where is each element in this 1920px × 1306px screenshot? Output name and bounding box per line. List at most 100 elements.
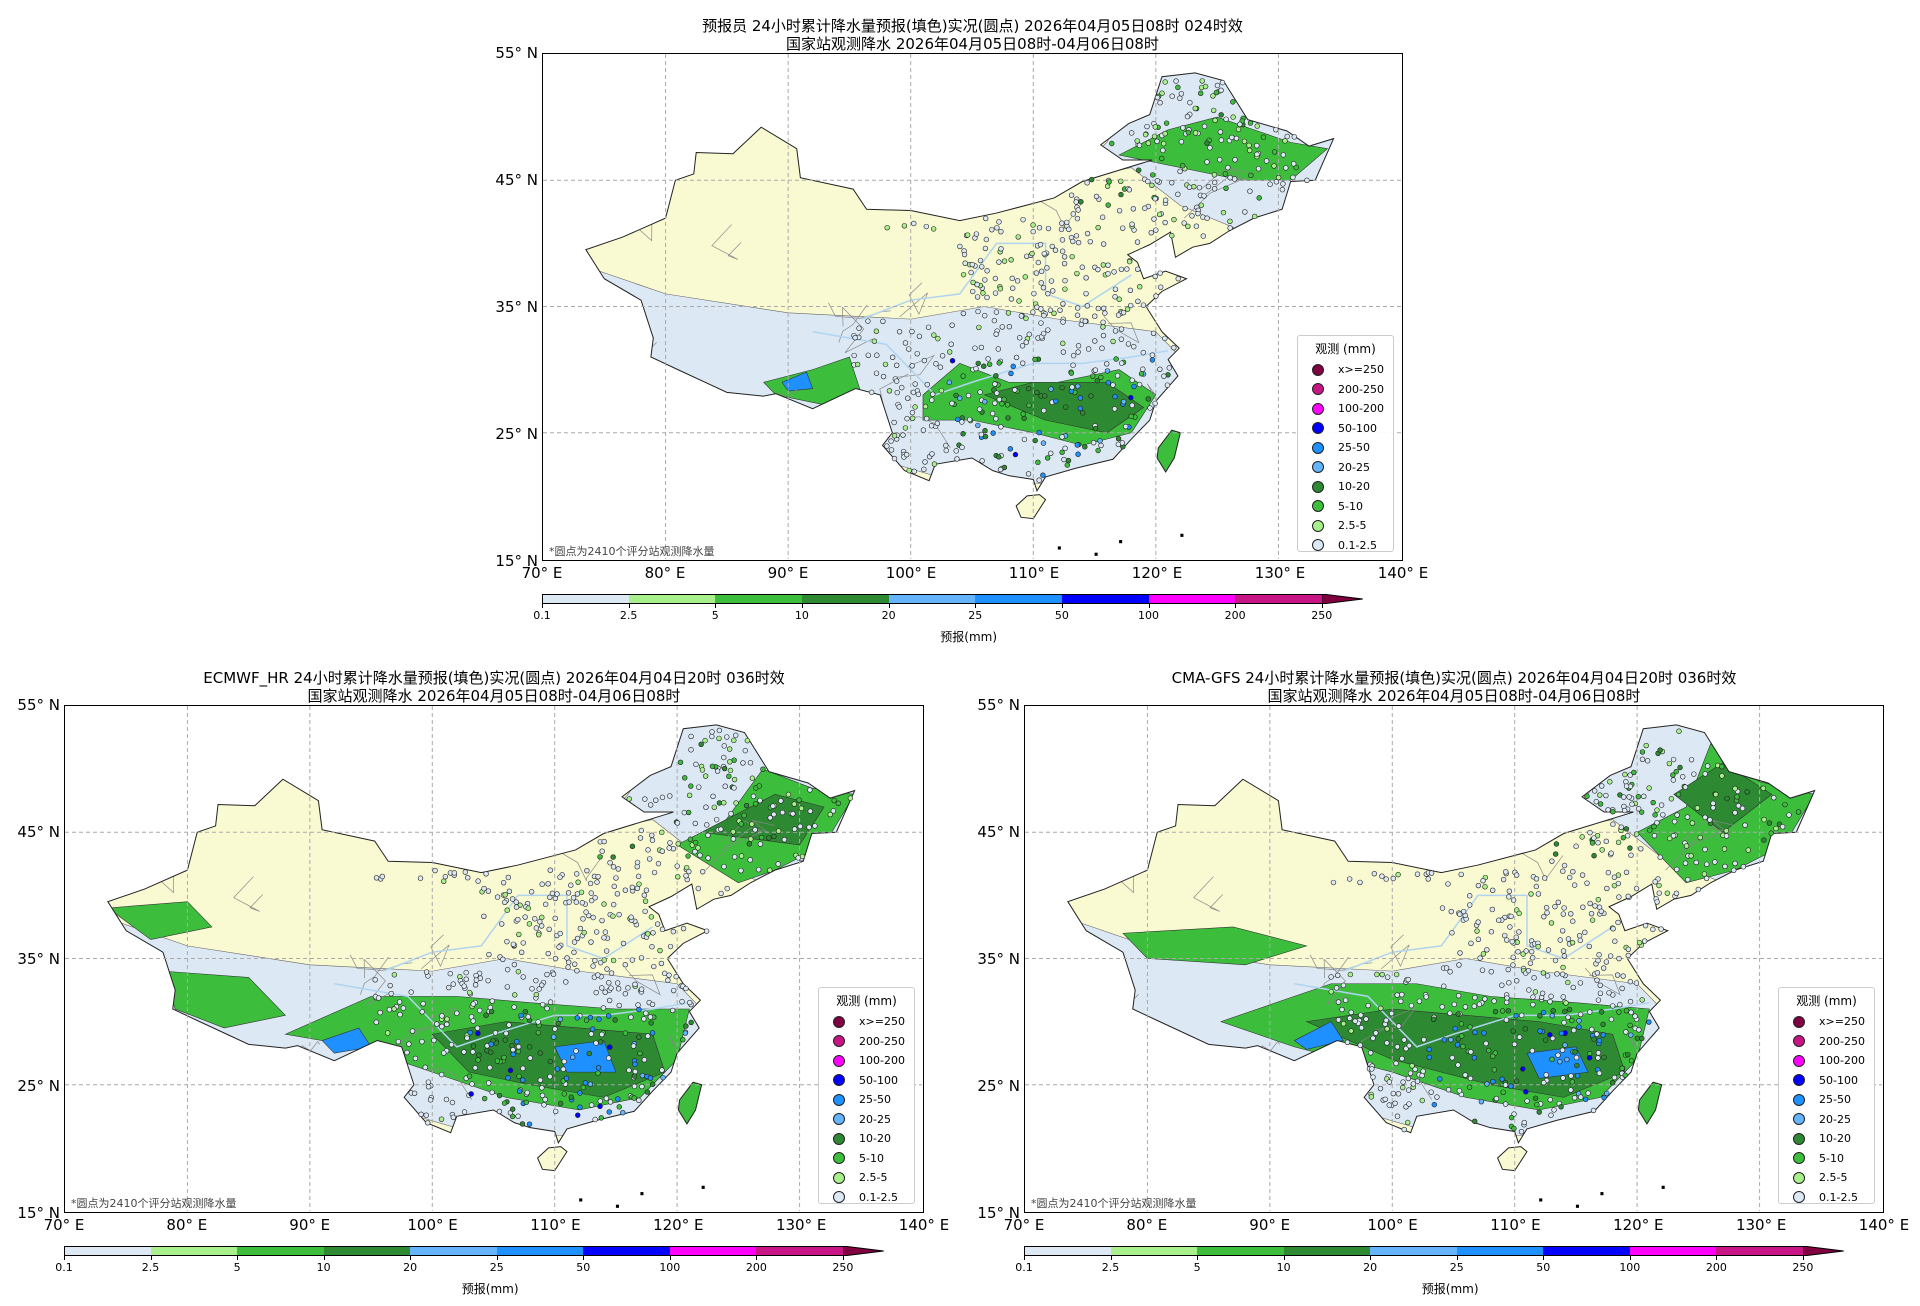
station-dot [646, 847, 651, 852]
station-dot [1190, 213, 1195, 218]
station-dot [1608, 954, 1613, 959]
legend-item: 5-10 [1304, 497, 1387, 517]
x-tick-label: 130° E [1254, 564, 1306, 582]
station-dot [961, 311, 966, 316]
station-dot [1733, 810, 1738, 815]
station-dot [1704, 862, 1709, 867]
station-dot [1384, 1018, 1389, 1023]
station-dot [575, 936, 580, 941]
island [701, 1185, 705, 1189]
colorbar-tick-label: 200 [1224, 609, 1246, 622]
station-dot [1031, 223, 1036, 228]
station-dot [1575, 1073, 1580, 1078]
station-dot [1098, 375, 1103, 380]
station-dot [1169, 233, 1174, 238]
station-dot [911, 221, 916, 226]
legend-item: x>=250 [1785, 1012, 1868, 1032]
station-dot [406, 1042, 411, 1047]
colorbar-segment [496, 1246, 584, 1256]
station-dot [682, 775, 687, 780]
station-dot [1154, 294, 1159, 299]
station-dot [1152, 217, 1157, 222]
colorbar-segment [1456, 1246, 1544, 1256]
station-dot [1448, 969, 1453, 974]
colorbar-segment [542, 594, 630, 604]
station-dot [904, 452, 909, 457]
station-dot [627, 1068, 632, 1073]
station-dot [1111, 339, 1116, 344]
station-dot [1096, 225, 1101, 230]
colorbar-tick-label: 2.5 [141, 1261, 160, 1274]
station-dot [1205, 160, 1210, 165]
station-dot [1075, 306, 1080, 311]
station-dot [1463, 1073, 1468, 1078]
station-dot [1633, 1014, 1638, 1019]
station-dot [1604, 839, 1609, 844]
station-dot [1544, 905, 1549, 910]
station-dot [623, 962, 628, 967]
station-dot [1255, 152, 1260, 157]
station-dot [987, 362, 992, 367]
legend-label: 100-200 [859, 1054, 905, 1068]
x-tick-label: 140° E [1858, 1216, 1910, 1234]
station-dot [1598, 991, 1603, 996]
station-dots [373, 728, 853, 1126]
station-dot [1558, 938, 1563, 943]
station-dot [595, 973, 600, 978]
station-dot [1167, 365, 1172, 370]
legend-item: 5-10 [825, 1149, 908, 1169]
station-dot [1604, 960, 1609, 965]
station-dot [1509, 914, 1514, 919]
station-dot [1131, 344, 1136, 349]
station-dot [1093, 426, 1098, 431]
station-dot [1034, 271, 1039, 276]
station-dot [1503, 869, 1508, 874]
colorbar-extend-arrow [1802, 1246, 1844, 1256]
station-dot [758, 798, 763, 803]
legend-item: 0.1-2.5 [1785, 1188, 1868, 1208]
station-dot [1118, 179, 1123, 184]
legend-marker-icon [1312, 402, 1324, 415]
province-border [839, 305, 867, 342]
colorbar-tick-label: 20 [403, 1261, 418, 1274]
legend-marker-icon [1312, 500, 1324, 513]
station-dot [1274, 179, 1279, 184]
station-dot [1095, 267, 1100, 272]
station-dot [1674, 891, 1679, 896]
station-dot [1061, 320, 1066, 325]
station-dot [1586, 1091, 1591, 1096]
station-dot [1095, 378, 1100, 383]
station-dot [605, 967, 610, 972]
station-dot [899, 385, 904, 390]
station-dot [1625, 833, 1630, 838]
colorbar-tick [1321, 604, 1323, 608]
station-dot [1002, 259, 1007, 264]
station-dot [1432, 1102, 1437, 1107]
station-dot [718, 827, 723, 832]
station-dot [571, 895, 576, 900]
station-dot [441, 879, 446, 884]
station-dot [1580, 873, 1585, 878]
river-yangtze [334, 984, 689, 1047]
station-dot [961, 431, 966, 436]
station-dot [892, 433, 897, 438]
station-dot [1402, 1127, 1407, 1132]
station-dot [1281, 152, 1286, 157]
station-dot [700, 869, 705, 874]
station-dot [1200, 79, 1205, 84]
station-dot [628, 1015, 633, 1020]
station-dot [1523, 1026, 1528, 1031]
station-dot [808, 788, 813, 793]
station-dot [1127, 187, 1132, 192]
station-dot [1494, 1096, 1499, 1101]
station-dot [1504, 1017, 1509, 1022]
station-dot [977, 407, 982, 412]
station-dot [1183, 206, 1188, 211]
station-dot [1085, 231, 1090, 236]
station-dot [1137, 284, 1142, 289]
station-dot [1590, 841, 1595, 846]
station-dot [1512, 1126, 1517, 1131]
colorbar-tick-label: 5 [1193, 1261, 1201, 1274]
station-dot [1135, 299, 1140, 304]
station-dot [723, 784, 728, 789]
